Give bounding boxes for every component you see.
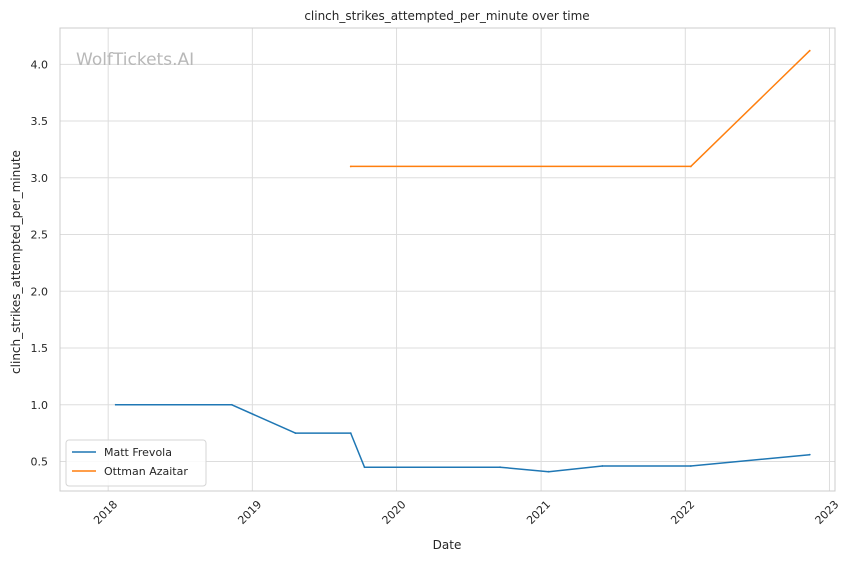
watermark: WolfTickets.AI [76,50,194,70]
data-point [689,165,692,168]
y-tick-label: 3.0 [31,172,49,185]
x-tick-label: 2022 [668,498,697,527]
y-tick-label: 1.0 [31,399,49,412]
y-tick-label: 2.5 [31,229,49,242]
legend-box [65,439,207,487]
series-layer [114,49,811,473]
y-tick-label: 0.5 [31,455,49,468]
data-point [363,466,366,469]
grid [60,28,835,491]
x-tick-label: 2021 [524,498,553,527]
data-point [349,432,352,435]
data-point [808,453,811,456]
data-point [808,49,811,52]
x-tick-label: 2023 [812,498,841,527]
legend: Matt Frevola Ottman Azaitar [65,439,207,487]
y-tick-label: 2.0 [31,285,49,298]
data-point [114,403,117,406]
y-axis: 0.5 1.0 1.5 2.0 2.5 3.0 3.5 4.0 [31,58,49,468]
data-point [230,403,233,406]
y-tick-label: 4.0 [31,58,49,71]
data-point [547,470,550,473]
plot-frame [59,27,836,492]
chart-title: clinch_strikes_attempted_per_minute over… [304,9,589,23]
x-tick-label: 2020 [380,498,409,527]
series-line-1 [115,404,810,473]
data-point [689,465,692,467]
series-line-2 [350,50,811,168]
data-point [601,465,604,467]
x-axis-title: Date [433,538,462,552]
legend-label: Ottman Azaitar [104,465,188,478]
data-point [294,432,297,435]
legend-label: Matt Frevola [104,446,172,459]
y-tick-label: 3.5 [31,115,49,128]
x-tick-label: 2018 [91,498,120,527]
x-tick-label: 2019 [235,498,264,527]
y-tick-label: 1.5 [31,342,49,355]
y-axis-title: clinch_strikes_attempted_per_minute [9,150,23,374]
data-point [499,466,501,469]
data-point [349,165,352,168]
x-axis: 2018 2019 2020 2021 2022 2023 [91,498,841,527]
